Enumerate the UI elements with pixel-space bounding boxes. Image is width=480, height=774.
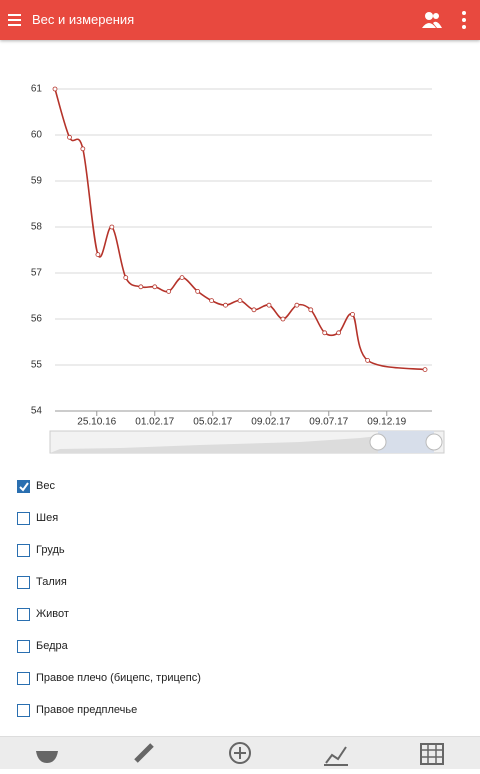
measurement-option[interactable]: Талия bbox=[17, 572, 67, 592]
point bbox=[123, 275, 129, 281]
point bbox=[266, 302, 272, 308]
option-label: Правое плечо (бицепс, трицепс) bbox=[36, 672, 201, 684]
option-label: Талия bbox=[36, 576, 67, 588]
point bbox=[365, 357, 371, 363]
measurement-option[interactable]: Шея bbox=[17, 508, 58, 528]
option-label: Живот bbox=[36, 608, 69, 620]
point bbox=[251, 307, 257, 313]
point bbox=[138, 284, 144, 290]
y-tick-label: 60 bbox=[31, 130, 43, 141]
checkbox[interactable] bbox=[17, 479, 30, 493]
x-tick-label: 25.10.16 bbox=[77, 417, 116, 428]
table-tab[interactable] bbox=[420, 743, 444, 765]
measurement-option[interactable]: Правое предплечье bbox=[17, 700, 137, 720]
x-tick-label: 09.02.17 bbox=[251, 417, 290, 428]
y-tick-label: 61 bbox=[31, 84, 43, 95]
point bbox=[95, 252, 101, 258]
profile-button[interactable] bbox=[421, 11, 443, 29]
point bbox=[223, 302, 228, 308]
y-tick-label: 56 bbox=[31, 314, 43, 325]
y-tick-label: 54 bbox=[31, 406, 43, 417]
x-tick-label: 09.07.17 bbox=[309, 417, 348, 428]
point bbox=[237, 298, 243, 304]
checkbox[interactable] bbox=[17, 543, 30, 557]
point bbox=[52, 86, 58, 92]
checkbox[interactable] bbox=[17, 607, 30, 621]
x-tick-label: 09.12.19 bbox=[367, 417, 406, 428]
app-title: Вес и измерения bbox=[32, 12, 135, 27]
line bbox=[54, 88, 426, 371]
point bbox=[280, 316, 286, 322]
option-label: Грудь bbox=[36, 544, 65, 556]
more-button[interactable] bbox=[461, 11, 467, 29]
measurement-option[interactable]: Бедра bbox=[17, 636, 68, 656]
option-label: Вес bbox=[36, 480, 55, 492]
y-tick-label: 59 bbox=[31, 176, 43, 187]
point bbox=[422, 367, 428, 373]
point bbox=[80, 146, 86, 152]
measurement-option[interactable]: Грудь bbox=[17, 540, 65, 560]
bottom-nav bbox=[0, 736, 480, 769]
point bbox=[109, 224, 115, 230]
add-tab[interactable] bbox=[229, 742, 251, 764]
checkbox[interactable] bbox=[17, 575, 30, 589]
y-tick-label: 57 bbox=[31, 268, 43, 279]
point bbox=[209, 298, 215, 304]
x-tick-label: 01.02.17 bbox=[135, 417, 174, 428]
point bbox=[166, 288, 172, 294]
app-bar: Вес и измерения bbox=[0, 0, 480, 40]
y-tick-label: 58 bbox=[31, 222, 43, 233]
menu-button[interactable] bbox=[8, 13, 24, 27]
stats-tab[interactable] bbox=[324, 746, 348, 766]
measurement-option[interactable]: Вес bbox=[17, 476, 55, 496]
checkbox[interactable] bbox=[17, 703, 30, 717]
measurement-option[interactable]: Правое плечо (бицепс, трицепс) bbox=[17, 668, 201, 688]
point bbox=[294, 302, 300, 308]
nav-icons bbox=[36, 742, 444, 766]
measurement-option[interactable]: Живот bbox=[17, 604, 69, 624]
food-tab[interactable] bbox=[36, 751, 58, 763]
checkbox[interactable] bbox=[17, 671, 30, 685]
checkbox[interactable] bbox=[17, 639, 30, 653]
point bbox=[152, 284, 158, 290]
point bbox=[308, 307, 314, 313]
navigator[interactable] bbox=[49, 430, 445, 454]
point bbox=[67, 134, 72, 140]
option-label: Правое предплечье bbox=[36, 704, 138, 716]
checkbox[interactable] bbox=[17, 511, 30, 525]
point bbox=[350, 311, 355, 317]
point bbox=[336, 330, 342, 336]
x-tick-label: 05.02.17 bbox=[193, 417, 232, 428]
y-tick-label: 55 bbox=[31, 360, 43, 371]
option-label: Бедра bbox=[36, 640, 68, 652]
chart: 54 55 56 57 58 59 60 61 25.10.16 01.02.17 05.02.17… bbox=[31, 84, 445, 454]
point bbox=[179, 275, 185, 281]
point bbox=[322, 330, 328, 336]
workout-tab[interactable] bbox=[134, 743, 154, 763]
option-label: Шея bbox=[36, 512, 59, 524]
point bbox=[195, 288, 201, 294]
